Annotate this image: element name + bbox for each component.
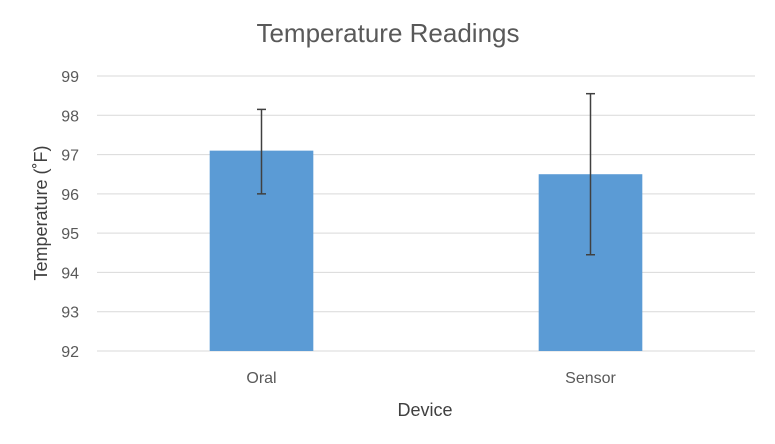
bars (210, 151, 643, 351)
y-tick-label: 94 (61, 265, 79, 282)
y-tick-label: 99 (61, 69, 79, 86)
y-tick-label: 96 (61, 187, 79, 204)
x-category-label: Sensor (565, 370, 616, 387)
x-axis-title: Device (397, 400, 452, 420)
chart-title: Temperature Readings (256, 18, 519, 48)
x-category-labels: Oral Sensor (246, 370, 616, 387)
x-category-label: Oral (246, 370, 276, 387)
y-tick-labels: 92 93 94 95 96 97 98 99 (61, 69, 79, 361)
y-tick-label: 98 (61, 108, 79, 125)
y-axis-title: Temperature (˚F) (31, 145, 51, 280)
y-tick-label: 92 (61, 344, 79, 361)
y-tick-label: 93 (61, 305, 79, 322)
gridlines (97, 76, 755, 351)
y-tick-label: 95 (61, 226, 79, 243)
y-tick-label: 97 (61, 148, 79, 165)
